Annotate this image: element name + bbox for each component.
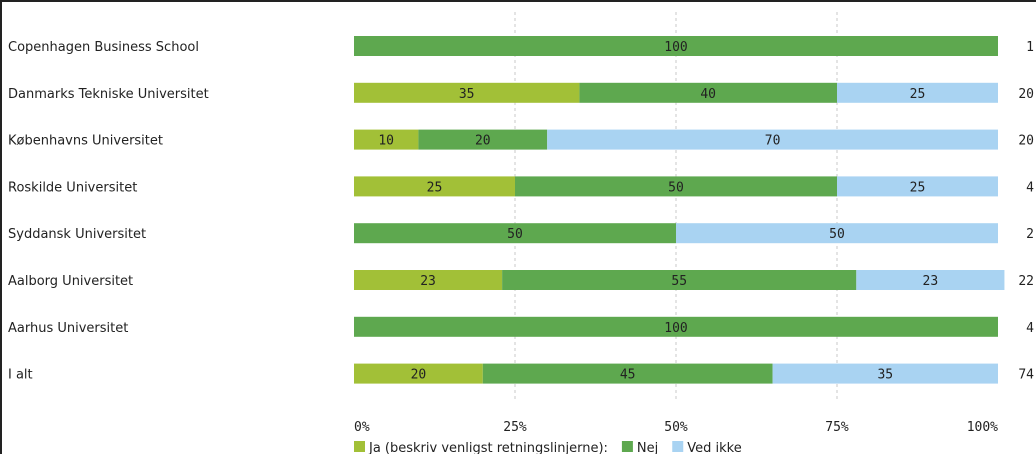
category-label: Aarhus Universitet	[8, 321, 128, 336]
legend-swatch	[354, 441, 365, 452]
bar-segment	[547, 129, 998, 150]
bar-segment	[354, 316, 998, 337]
row-count-label: 1	[1026, 40, 1034, 55]
category-label: Danmarks Tekniske Universitet	[8, 87, 209, 102]
bar-segment	[502, 270, 857, 290]
data-label: 55	[671, 274, 687, 289]
data-label: 20	[411, 368, 427, 383]
bar-segment	[772, 363, 998, 384]
bar-segment	[856, 270, 1005, 290]
bar-segment	[579, 82, 837, 103]
data-label: 40	[700, 87, 716, 102]
category-label: Aalborg Universitet	[8, 274, 133, 289]
legend-swatch	[621, 441, 633, 452]
row-count-label: 4	[1026, 180, 1034, 195]
category-label: Copenhagen Business School	[8, 40, 199, 55]
legend-label: Nej	[637, 441, 658, 454]
data-label: 50	[507, 227, 523, 242]
bar-segment	[676, 223, 998, 244]
data-label: 45	[620, 368, 636, 383]
data-label: 23	[923, 274, 939, 289]
row-count-label: 4	[1026, 321, 1034, 336]
x-tick-label: 25%	[503, 420, 527, 435]
bar-segment	[354, 36, 998, 56]
data-label: 100	[664, 40, 687, 55]
bar-segment	[354, 82, 580, 103]
data-label: 25	[910, 87, 926, 102]
data-label: 70	[765, 134, 781, 149]
legend-swatch	[672, 441, 684, 452]
row-count-label: 22	[1018, 274, 1034, 289]
legend-label: Ved ikke	[687, 441, 741, 454]
bar-segment	[837, 176, 998, 197]
data-label: 35	[877, 368, 893, 383]
row-count-label: 20	[1018, 87, 1034, 102]
x-tick-label: 100%	[967, 420, 998, 435]
data-label: 50	[668, 180, 684, 195]
data-label: 20	[475, 134, 491, 149]
data-label: 25	[427, 180, 443, 195]
bar-segment	[837, 82, 998, 103]
data-label: 100	[664, 321, 687, 336]
legend-label: Ja (beskriv venligst retningslinjerne):	[368, 441, 608, 454]
bar-segment	[482, 363, 773, 384]
bar-segment	[354, 176, 515, 197]
category-label: Roskilde Universitet	[8, 180, 137, 195]
category-label: I alt	[8, 368, 33, 383]
bar-segment	[418, 129, 548, 150]
data-label: 35	[459, 87, 475, 102]
bar-segment	[354, 223, 676, 244]
bar-segment	[515, 176, 837, 197]
x-tick-label: 50%	[664, 420, 688, 435]
data-label: 10	[378, 134, 394, 149]
row-count-label: 20	[1018, 134, 1034, 149]
x-tick-label: 75%	[825, 420, 849, 435]
x-tick-label: 0%	[354, 420, 370, 435]
data-label: 25	[910, 180, 926, 195]
category-label: Syddansk Universitet	[8, 227, 146, 242]
row-count-label: 2	[1026, 227, 1034, 242]
data-label: 50	[829, 227, 845, 242]
category-label: Københavns Universitet	[8, 134, 163, 149]
bar-segment	[354, 363, 483, 384]
row-count-label: 74	[1018, 368, 1034, 383]
bar-segment	[354, 129, 419, 150]
bar-segment	[354, 270, 503, 290]
data-label: 23	[420, 274, 436, 289]
